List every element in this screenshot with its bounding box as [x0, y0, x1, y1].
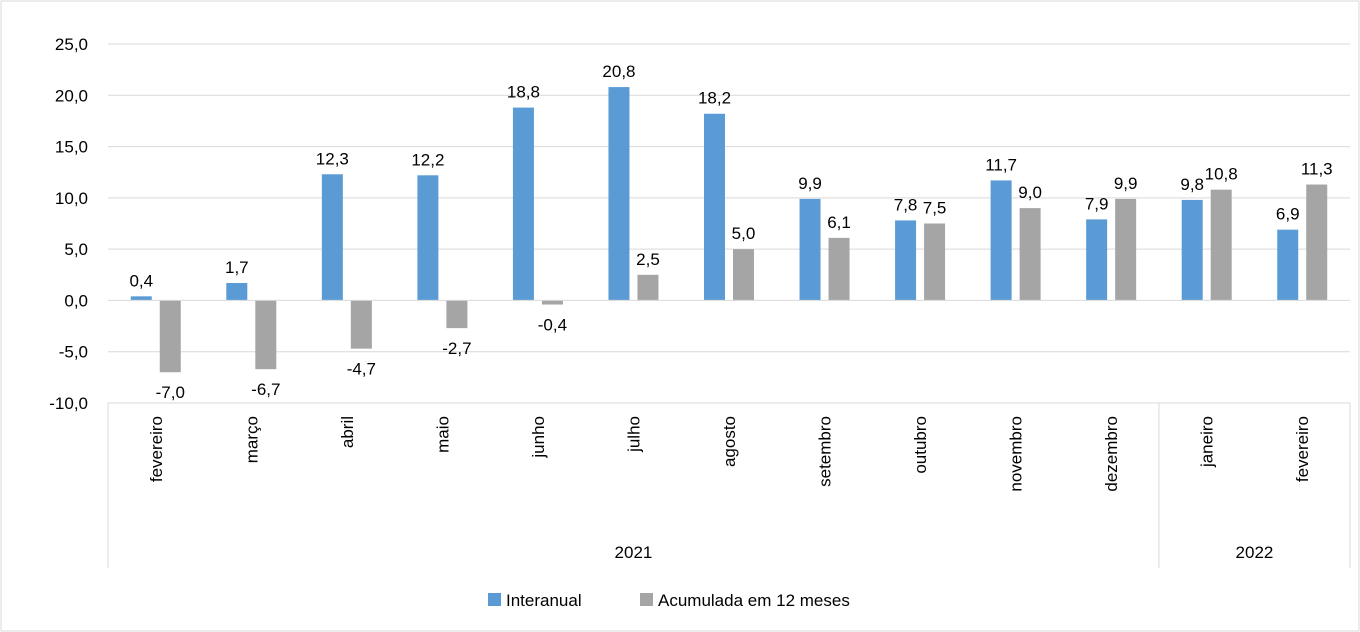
data-label-acumulada: 11,3: [1301, 160, 1333, 179]
bars: [130, 87, 1328, 373]
bar-acumulada: [446, 300, 468, 329]
bar-acumulada: [1115, 198, 1137, 301]
bar-acumulada: [1306, 184, 1328, 301]
data-label-interanual: 7,9: [1085, 194, 1109, 213]
data-label-interanual: 11,7: [985, 155, 1017, 174]
bar-acumulada: [255, 300, 277, 370]
category-labels: fevereiro março abril maio junho julho agosto s…: [147, 416, 1312, 492]
category-label: janeiro: [1198, 416, 1217, 468]
data-label-interanual: 9,9: [798, 174, 822, 193]
y-tick-label: 15,0: [55, 138, 88, 157]
category-label: dezembro: [1102, 416, 1121, 492]
legend-label: Acumulada em 12 meses: [658, 591, 850, 610]
y-tick-label: 20,0: [55, 86, 88, 105]
category-label: maio: [433, 416, 452, 453]
data-label-interanual: 12,2: [411, 150, 444, 169]
bar-acumulada: [1019, 208, 1041, 301]
bar-acumulada: [1210, 189, 1232, 301]
bar-acumulada: [733, 249, 754, 301]
data-label-interanual: 20,8: [602, 62, 635, 81]
x-axis: [107, 299, 1351, 568]
bar-interanual: [321, 174, 343, 301]
data-label-acumulada: 9,0: [1018, 183, 1042, 202]
bar-interanual: [1181, 199, 1203, 301]
data-label-interanual: 18,8: [507, 83, 540, 102]
data-label-acumulada: -0,4: [538, 316, 567, 335]
category-label: setembro: [816, 416, 835, 487]
bar-interanual: [990, 180, 1012, 301]
category-label: junho: [529, 416, 548, 459]
legend: Interanual Acumulada em 12 meses: [488, 591, 850, 610]
bar-interanual: [130, 296, 152, 301]
group-labels: 2021 2022: [615, 543, 1274, 562]
category-label: março: [242, 416, 261, 463]
data-label-interanual: 9,8: [1180, 175, 1204, 194]
data-label-acumulada: -4,7: [347, 360, 376, 379]
data-label-interanual: 18,2: [698, 89, 731, 108]
bar-acumulada: [828, 237, 850, 301]
bar-acumulada: [159, 300, 181, 373]
category-label: fevereiro: [147, 416, 166, 482]
legend-label: Interanual: [506, 591, 582, 610]
bar-interanual: [226, 282, 248, 301]
category-label: outubro: [911, 416, 930, 474]
bar-interanual: [608, 87, 630, 301]
data-label-acumulada: 2,5: [636, 250, 660, 269]
data-label-acumulada: -7,0: [156, 383, 185, 402]
data-label-interanual: 12,3: [316, 149, 349, 168]
y-tick-label: -5,0: [59, 343, 88, 362]
bar-interanual: [799, 198, 821, 301]
bar-acumulada: [350, 300, 372, 349]
data-label-acumulada: -6,7: [251, 380, 280, 399]
bar-acumulada: [637, 274, 659, 301]
data-label-interanual: 6,9: [1276, 205, 1300, 224]
y-tick-label: -10,0: [49, 394, 88, 413]
data-label-acumulada: 5,0: [732, 224, 756, 243]
y-tick-label: 10,0: [55, 189, 88, 208]
y-axis-ticks: -10,0 -5,0 0,0 5,0 10,0 15,0 20,0 25,0: [49, 35, 88, 413]
bar-interanual: [417, 175, 439, 301]
data-label-acumulada: -2,7: [442, 339, 471, 358]
bar-interanual: [704, 113, 725, 301]
bar-acumulada: [541, 300, 563, 305]
category-label: agosto: [720, 416, 739, 467]
legend-swatch: [488, 593, 501, 606]
y-tick-label: 0,0: [64, 291, 88, 310]
category-label: abril: [338, 416, 357, 448]
legend-swatch: [640, 593, 653, 606]
bar-acumulada: [924, 223, 946, 301]
data-label-acumulada: 10,8: [1205, 165, 1238, 184]
category-label: novembro: [1007, 416, 1026, 492]
data-label-interanual: 7,8: [894, 195, 918, 214]
category-label: julho: [624, 416, 643, 453]
bar-interanual: [895, 220, 917, 301]
data-label-acumulada: 9,9: [1114, 174, 1138, 193]
bar-interanual: [1277, 229, 1299, 301]
data-label-interanual: 0,4: [129, 271, 153, 290]
y-tick-label: 5,0: [64, 240, 88, 259]
y-tick-label: 25,0: [55, 35, 88, 54]
data-labels: 0,4 1,7 12,3 12,2 18,8 20,8 18,2 9,9 7,8 11,7 7,9 9…: [129, 62, 1332, 402]
data-label-acumulada: 7,5: [923, 199, 947, 218]
data-label-acumulada: 6,1: [827, 213, 851, 232]
bar-interanual: [512, 107, 534, 301]
bar-interanual: [1086, 219, 1108, 301]
group-label: 2022: [1236, 543, 1274, 562]
group-label: 2021: [615, 543, 653, 562]
data-label-interanual: 1,7: [225, 258, 249, 277]
category-label: fevereiro: [1293, 416, 1312, 482]
